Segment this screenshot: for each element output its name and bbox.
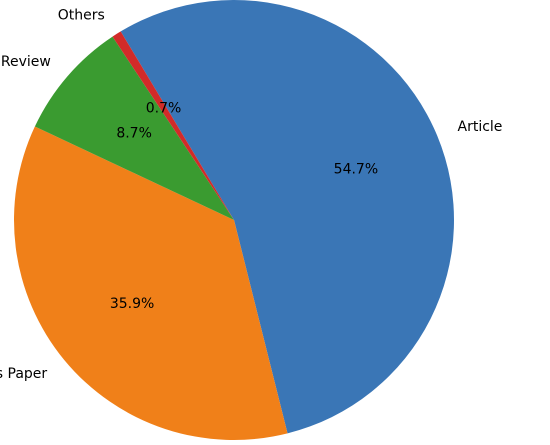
pie-labels: 54.7% Article 35.9% Proceedings Paper 8.7% Re… xyxy=(0,7,502,381)
pie-category-label-proceedings-paper: Proceedings Paper xyxy=(0,366,47,382)
pie-slice-article xyxy=(120,0,454,434)
pie-category-label-article: Article xyxy=(458,119,503,135)
pie-slice-proceedings-paper xyxy=(13,126,288,440)
pie-slices xyxy=(13,0,454,440)
pie-slice-review xyxy=(34,36,234,220)
pie-pct-label-review: 8.7% xyxy=(116,126,152,142)
pie-slice-others xyxy=(112,31,234,221)
pie-pct-label-others: 0.7% xyxy=(146,100,182,116)
pie-pct-label-proceedings-paper: 35.9% xyxy=(110,296,154,312)
pie-category-label-others: Others xyxy=(58,7,105,23)
pie-category-label-review: Review xyxy=(1,54,51,70)
pie-pct-label-article: 54.7% xyxy=(334,161,378,177)
